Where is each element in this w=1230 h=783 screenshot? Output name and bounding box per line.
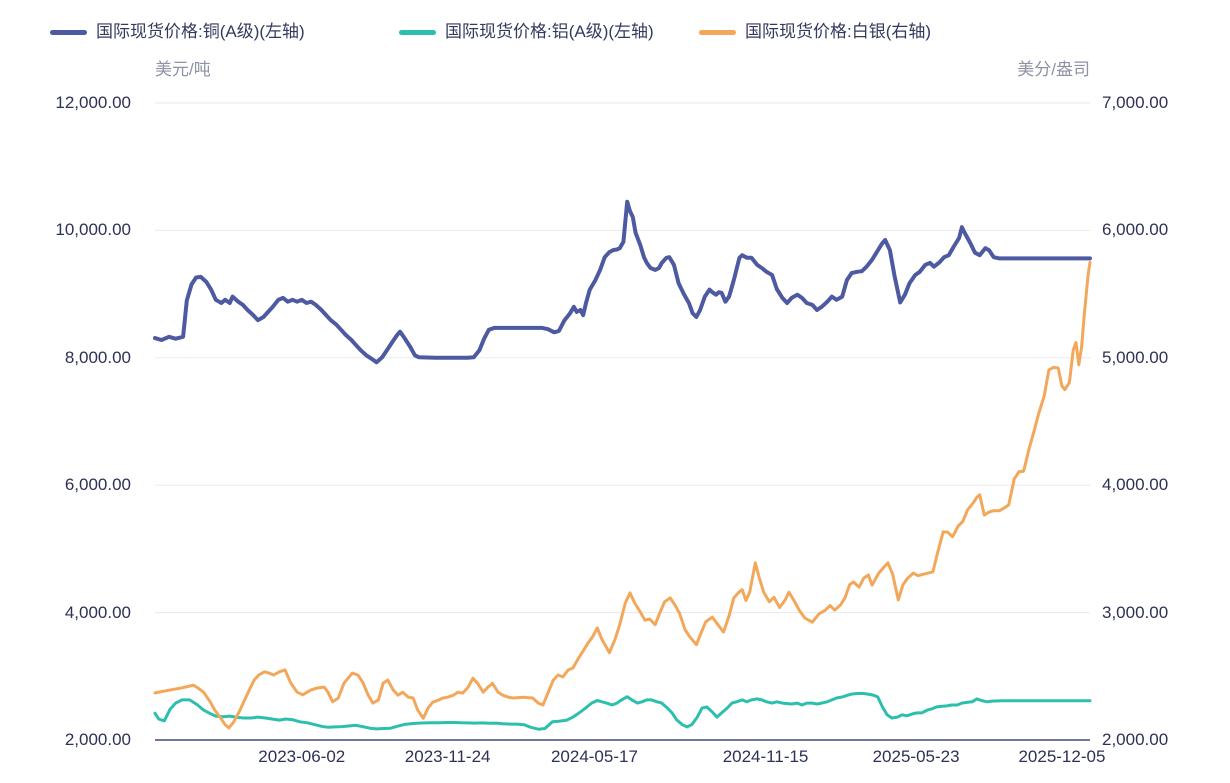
legend-label-copper: 国际现货价格:铜(A级)(左轴) (96, 22, 305, 41)
x-axis-tick: 2024-05-17 (550, 747, 638, 766)
left-axis-tick: 4,000.00 (64, 602, 131, 622)
x-axis-tick: 2025-12-05 (1018, 747, 1106, 766)
right-axis-tick: 7,000.00 (1102, 93, 1169, 112)
legend-label-aluminum: 国际现货价格:铝(A级)(左轴) (445, 22, 654, 41)
left-axis-unit: 美元/吨 (155, 60, 211, 79)
left-axis-tick: 10,000.00 (55, 220, 131, 240)
legend-item-aluminum[interactable]: 国际现货价格:铝(A级)(左轴) (399, 21, 654, 43)
left-axis-tick: 2,000.00 (64, 730, 131, 749)
right-axis-unit: 美分/盎司 (1017, 60, 1090, 79)
right-axis-tick: 4,000.00 (1102, 475, 1169, 495)
left-axis-tick: 6,000.00 (64, 475, 131, 495)
left-axis-tick: 12,000.00 (55, 93, 131, 112)
right-axis-tick: 2,000.00 (1102, 730, 1169, 749)
copper-line-swatch-icon (50, 29, 87, 35)
x-axis-tick: 2023-06-02 (258, 747, 346, 766)
right-axis-tick: 5,000.00 (1102, 347, 1169, 367)
x-axis-tick: 2025-05-23 (872, 747, 960, 766)
legend-label-silver: 国际现货价格:白银(右轴) (745, 22, 932, 41)
legend-item-silver[interactable]: 国际现货价格:白银(右轴) (699, 21, 931, 43)
left-axis-tick: 8,000.00 (64, 347, 131, 367)
series-line-copper (153, 199, 1092, 365)
series-line-silver (153, 260, 1092, 730)
x-axis-tick: 2024-11-15 (722, 747, 809, 766)
legend-item-copper[interactable]: 国际现货价格:铜(A级)(左轴) (50, 21, 305, 43)
right-axis-tick: 6,000.00 (1102, 220, 1169, 240)
legend: 国际现货价格:铜(A级)(左轴) 国际现货价格:铝(A级)(左轴) 国际现货价格… (0, 21, 1230, 43)
x-axis-tick: 2023-11-24 (404, 747, 491, 766)
silver-line-swatch-icon (699, 29, 736, 35)
right-axis-tick: 3,000.00 (1102, 602, 1169, 622)
aluminum-line-swatch-icon (399, 29, 436, 35)
series-line-aluminum (153, 692, 1092, 731)
